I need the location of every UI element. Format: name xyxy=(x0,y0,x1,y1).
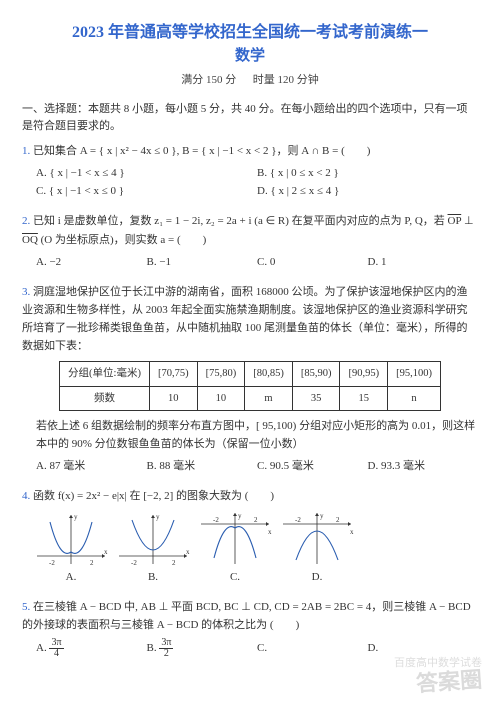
q4-label-b: B. xyxy=(148,568,158,586)
q2-option-d: D. 1 xyxy=(368,253,479,271)
table-row: 分组(单位:毫米) [70,75) [75,80) [80,85) [85,90… xyxy=(60,362,441,386)
svg-text:-2: -2 xyxy=(295,516,301,524)
question-5: 5. 在三棱锥 A − BCD 中, AB ⊥ 平面 BCD, BC ⊥ CD,… xyxy=(22,598,478,659)
q4-graph-c: -2 2 x y C. xyxy=(196,510,274,586)
q4-graph-b: -2 2 x y B. xyxy=(114,510,192,586)
table-val: 10 xyxy=(149,386,197,410)
q1-text: 已知集合 A = { x | x² − 4x ≤ 0 }, B = { x | … xyxy=(33,145,370,157)
q2-text-b: (O 为坐标原点)，则实数 a = ( ) xyxy=(38,234,206,246)
table-val: m xyxy=(245,386,293,410)
q5-option-a: A. 3π4 xyxy=(36,638,147,659)
table-col: [70,75) xyxy=(149,362,197,386)
exam-meta: 满分 150 分 时量 120 分钟 xyxy=(22,71,478,87)
question-2: 2. 已知 i 是虚数单位，复数 z₁ = 1 − 2i, z₂ = 2a + … xyxy=(22,212,478,270)
question-1: 1. 已知集合 A = { x | x² − 4x ≤ 0 }, B = { x… xyxy=(22,142,478,200)
q5-option-b: B. 3π2 xyxy=(147,638,258,659)
time-limit: 时量 120 分钟 xyxy=(253,74,319,86)
full-marks: 满分 150 分 xyxy=(181,74,236,86)
svg-text:x: x xyxy=(186,548,190,556)
exam-subject: 数学 xyxy=(22,44,478,65)
q5-b-label: B. xyxy=(147,642,157,654)
table-val: 35 xyxy=(292,386,340,410)
section-1-heading: 一、选择题：本题共 8 小题，每小题 5 分，共 40 分。在每小题给出的四个选… xyxy=(22,101,478,134)
q4-text: 函数 f(x) = 2x² − e|x| 在 [−2, 2] 的图象大致为 ( … xyxy=(33,490,274,502)
q3-option-d: D. 93.3 毫米 xyxy=(368,457,479,475)
q4-label-d: D. xyxy=(312,568,323,586)
q4-number: 4. xyxy=(22,490,30,502)
q3-table: 分组(单位:毫米) [70,75) [75,80) [80,85) [85,90… xyxy=(59,361,441,411)
svg-text:2: 2 xyxy=(90,559,94,567)
table-col: [95,100) xyxy=(388,362,441,386)
svg-text:y: y xyxy=(74,513,78,521)
table-row: 频数 10 10 m 35 15 n xyxy=(60,386,441,410)
q4-label-c: C. xyxy=(230,568,240,586)
graph-c-svg: -2 2 x y xyxy=(196,510,274,568)
svg-text:-2: -2 xyxy=(213,516,219,524)
q2-option-b: B. −1 xyxy=(147,253,258,271)
q2-vec-op: OP xyxy=(448,215,462,227)
q5-text: 在三棱锥 A − BCD 中, AB ⊥ 平面 BCD, BC ⊥ CD, CD… xyxy=(22,601,471,631)
q1-option-d: D. { x | 2 ≤ x ≤ 4 } xyxy=(257,182,478,200)
svg-text:y: y xyxy=(320,512,324,520)
table-val: 15 xyxy=(340,386,388,410)
q5-number: 5. xyxy=(22,601,30,613)
svg-text:2: 2 xyxy=(172,559,176,567)
svg-text:y: y xyxy=(238,512,242,520)
q1-option-a: A. { x | −1 < x ≤ 4 } xyxy=(36,164,257,182)
q2-text-a: 已知 i 是虚数单位，复数 z₁ = 1 − 2i, z₂ = 2a + i (… xyxy=(33,215,448,227)
frac-den: 2 xyxy=(159,649,173,659)
table-col: [90,95) xyxy=(340,362,388,386)
q3-option-a: A. 87 毫米 xyxy=(36,457,147,475)
q4-graph-a: -2 2 x y A. xyxy=(32,510,110,586)
table-col: [80,85) xyxy=(245,362,293,386)
question-4: 4. 函数 f(x) = 2x² − e|x| 在 [−2, 2] 的图象大致为… xyxy=(22,487,478,585)
q2-option-c: C. 0 xyxy=(257,253,368,271)
svg-text:2: 2 xyxy=(254,516,258,524)
table-val: 10 xyxy=(197,386,245,410)
q3-p2: 若依上述 6 组数据绘制的频率分布直方图中，[ 95,100) 分组对应小矩形的… xyxy=(36,417,478,453)
q3-number: 3. xyxy=(22,286,30,298)
table-col: [75,80) xyxy=(197,362,245,386)
q3-option-c: C. 90.5 毫米 xyxy=(257,457,368,475)
q5-a-frac: 3π4 xyxy=(49,638,63,659)
q4-graph-d: -2 2 x y D. xyxy=(278,510,356,586)
svg-text:x: x xyxy=(350,528,354,536)
svg-text:y: y xyxy=(156,513,160,521)
table-val: n xyxy=(388,386,441,410)
svg-text:-2: -2 xyxy=(131,559,137,567)
q5-b-frac: 3π2 xyxy=(159,638,173,659)
q3-p1: 洞庭湿地保护区位于长江中游的湖南省，面积 168000 公顷。为了保护该湿地保护… xyxy=(22,286,468,352)
watermark-small: 百度高中数学试卷 xyxy=(394,654,482,670)
table-row-label: 频数 xyxy=(60,386,150,410)
q2-vec-oq: OQ xyxy=(22,234,38,246)
q1-option-b: B. { x | 0 ≤ x < 2 } xyxy=(257,164,478,182)
exam-title: 2023 年普通高等学校招生全国统一考试考前演练一 xyxy=(22,18,478,42)
q2-number: 2. xyxy=(22,215,30,227)
q1-option-c: C. { x | −1 < x ≤ 0 } xyxy=(36,182,257,200)
graph-d-svg: -2 2 x y xyxy=(278,510,356,568)
graph-b-svg: -2 2 x y xyxy=(114,510,192,568)
q2-text: 已知 i 是虚数单位，复数 z₁ = 1 − 2i, z₂ = 2a + i (… xyxy=(22,215,474,245)
q1-number: 1. xyxy=(22,145,30,157)
frac-den: 4 xyxy=(49,649,63,659)
svg-text:-2: -2 xyxy=(49,559,55,567)
question-3: 3. 洞庭湿地保护区位于长江中游的湖南省，面积 168000 公顷。为了保护该湿… xyxy=(22,283,478,476)
svg-text:2: 2 xyxy=(336,516,340,524)
table-header-label: 分组(单位:毫米) xyxy=(60,362,150,386)
graph-a-svg: -2 2 x y xyxy=(32,510,110,568)
table-col: [85,90) xyxy=(292,362,340,386)
q2-option-a: A. −2 xyxy=(36,253,147,271)
q5-a-label: A. xyxy=(36,642,47,654)
svg-text:x: x xyxy=(104,548,108,556)
q2-perp: ⊥ xyxy=(461,215,473,227)
q5-option-c: C. xyxy=(257,639,368,657)
svg-text:x: x xyxy=(268,528,272,536)
q4-label-a: A. xyxy=(66,568,77,586)
q3-option-b: B. 88 毫米 xyxy=(147,457,258,475)
